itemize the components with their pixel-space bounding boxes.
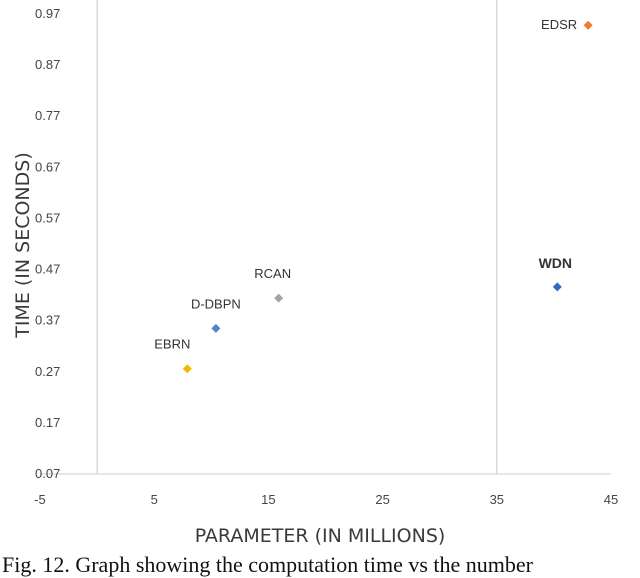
data-points <box>182 20 593 374</box>
x-tick-label: 45 <box>604 492 618 507</box>
data-point-rcan <box>274 293 284 303</box>
x-tick-labels: -5 5 15 25 35 45 <box>34 492 618 507</box>
y-tick-label: 0.37 <box>35 313 60 328</box>
x-tick-label: 25 <box>375 492 389 507</box>
point-label-rcan: RCAN <box>254 266 291 281</box>
y-tick-label: 0.27 <box>35 364 60 379</box>
y-tick-label: 0.77 <box>35 108 60 123</box>
y-tick-label: 0.67 <box>35 159 60 174</box>
scatter-chart: 0.07 0.17 0.27 0.37 0.47 0.57 0.67 0.77 0.87 0.97… <box>12 0 618 547</box>
y-tick-labels: 0.07 0.17 0.27 0.37 0.47 0.57 0.67 0.77 0.87 0.97 <box>35 6 60 481</box>
x-tick-label: -5 <box>34 492 46 507</box>
y-tick-label: 0.97 <box>35 6 60 21</box>
x-tick-label: 5 <box>151 492 158 507</box>
figure-caption: Fig. 12. Graph showing the computation t… <box>2 552 533 577</box>
y-tick-label: 0.87 <box>35 57 60 72</box>
y-tick-label: 0.57 <box>35 210 60 225</box>
data-point-d-dbpn <box>211 323 221 333</box>
y-tick-label: 0.07 <box>35 466 60 481</box>
grid-lines <box>96 0 498 474</box>
point-labels: EBRN D-DBPN RCAN WDN EDSR <box>154 17 577 351</box>
y-axis-title: TIME (IN SECONDS) <box>12 152 34 339</box>
point-label-ebrn: EBRN <box>154 337 190 352</box>
x-tick-label: 15 <box>261 492 275 507</box>
y-tick-label: 0.47 <box>35 262 60 277</box>
data-point-wdn <box>552 282 562 292</box>
data-point-ebrn <box>182 364 192 374</box>
x-axis-title: PARAMETER (IN MILLIONS) <box>195 525 446 547</box>
data-point-edsr <box>583 20 593 30</box>
x-tick-label: 35 <box>490 492 504 507</box>
point-label-edsr: EDSR <box>541 17 577 32</box>
point-label-d-dbpn: D-DBPN <box>191 296 241 311</box>
y-tick-label: 0.17 <box>35 415 60 430</box>
point-label-wdn: WDN <box>539 255 572 271</box>
